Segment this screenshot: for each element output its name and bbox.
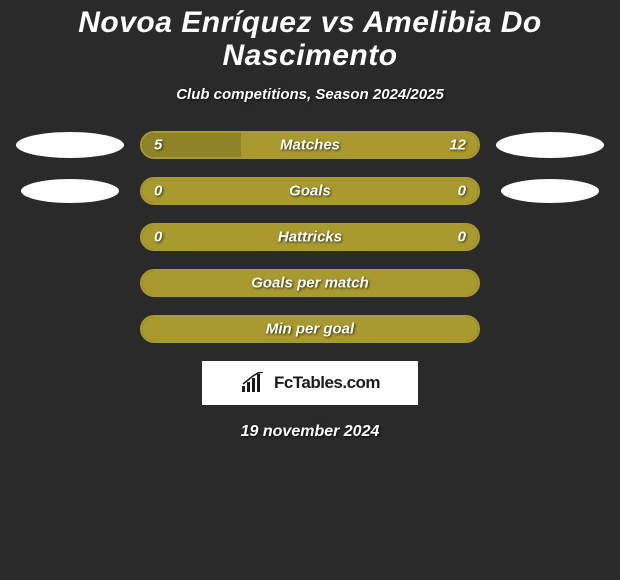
stat-value-left: 0 (154, 183, 162, 200)
stat-label: Matches (280, 137, 340, 154)
player-ellipse-left (16, 132, 124, 158)
subtitle: Club competitions, Season 2024/2025 (0, 86, 620, 103)
player-ellipse-left (21, 179, 119, 203)
stat-label: Hattricks (278, 229, 342, 246)
stat-value-right: 12 (449, 137, 466, 154)
right-player-marker (480, 179, 620, 203)
brand-logo[interactable]: FcTables.com (202, 361, 418, 405)
stat-value-right: 0 (458, 183, 466, 200)
stat-row-min_per_goal: Min per goal (0, 315, 620, 343)
stat-row-matches: 5 12 Matches (0, 131, 620, 159)
date-label: 19 november 2024 (0, 423, 620, 441)
stat-label: Goals per match (251, 275, 369, 292)
stat-value-right: 0 (458, 229, 466, 246)
page-title: Novoa Enríquez vs Amelibia Do Nascimento (0, 0, 620, 80)
stat-bar-goals_per_match: Goals per match (140, 269, 480, 297)
left-player-marker (0, 132, 140, 158)
stat-row-hattricks: 0 0 Hattricks (0, 223, 620, 251)
stat-label: Goals (289, 183, 331, 200)
stat-bar-min_per_goal: Min per goal (140, 315, 480, 343)
stat-bar-right-fill (241, 133, 478, 157)
stat-bar-hattricks: 0 0 Hattricks (140, 223, 480, 251)
stat-row-goals_per_match: Goals per match (0, 269, 620, 297)
bars-icon (240, 372, 268, 394)
player-ellipse-right (501, 179, 599, 203)
stat-value-left: 0 (154, 229, 162, 246)
stats-rows: 5 12 Matches 0 0 Goals 0 0 Hattricks Goals per ma… (0, 131, 620, 343)
right-player-marker (480, 132, 620, 158)
stat-label: Min per goal (266, 321, 354, 338)
comparison-widget: Novoa Enríquez vs Amelibia Do Nascimento… (0, 0, 620, 441)
stat-bar-goals: 0 0 Goals (140, 177, 480, 205)
stat-row-goals: 0 0 Goals (0, 177, 620, 205)
stat-value-left: 5 (154, 137, 162, 154)
player-ellipse-right (496, 132, 604, 158)
left-player-marker (0, 179, 140, 203)
stat-bar-matches: 5 12 Matches (140, 131, 480, 159)
brand-logo-text: FcTables.com (274, 373, 380, 393)
